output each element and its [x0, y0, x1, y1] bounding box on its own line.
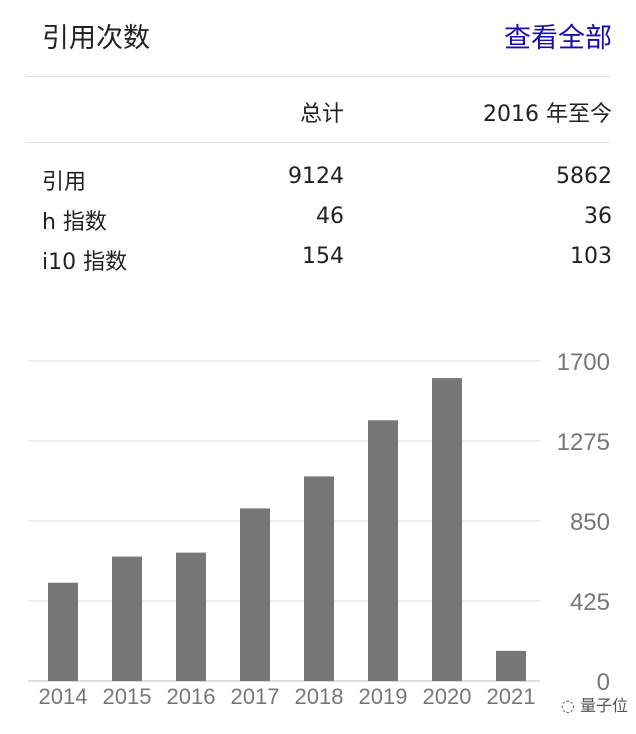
watermark-logo: ◌ 量子位 [560, 696, 628, 715]
x-tick-label: 2019 [359, 684, 408, 709]
y-tick-label: 1700 [557, 349, 610, 376]
y-tick-label: 1275 [557, 429, 610, 456]
row-since-2016[interactable]: 36 [584, 204, 612, 229]
citations-bar-chart: 0 425 850 1275 1700 2014 2015 2016 2017 2018 2019 2… [28, 349, 610, 709]
bar-2021[interactable] [496, 650, 526, 681]
x-tick-label: 2016 [167, 684, 216, 709]
row-since-2016[interactable]: 5862 [556, 164, 612, 189]
bar-2017[interactable] [240, 508, 270, 681]
bar-2018[interactable] [304, 476, 334, 681]
y-tick-label: 850 [570, 509, 610, 536]
row-total[interactable]: 154 [302, 244, 344, 269]
row-total[interactable]: 9124 [288, 164, 344, 189]
x-tick-label: 2018 [295, 684, 344, 709]
bar-2016[interactable] [176, 552, 206, 681]
view-all-link[interactable]: 查看全部 [504, 23, 612, 54]
row-label: i10 指数 [42, 250, 128, 275]
x-tick-label: 2021 [487, 684, 536, 709]
divider [26, 142, 610, 143]
row-label: 引用 [42, 170, 87, 195]
column-header-total: 总计 [299, 102, 344, 127]
bar-2014[interactable] [48, 582, 78, 681]
column-header-since-2016: 2016 年至今 [483, 102, 612, 127]
bar-2019[interactable] [368, 420, 398, 681]
row-label: h 指数 [42, 210, 107, 235]
bar-2015[interactable] [112, 556, 142, 681]
y-tick-label: 425 [570, 589, 610, 616]
x-tick-label: 2015 [103, 684, 152, 709]
page-title: 引用次数 [42, 23, 150, 54]
x-tick-label: 2014 [39, 684, 88, 709]
x-tick-label: 2020 [423, 684, 472, 709]
x-tick-label: 2017 [231, 684, 280, 709]
divider [26, 76, 610, 77]
bar-2020[interactable] [432, 378, 462, 681]
row-total[interactable]: 46 [316, 204, 344, 229]
y-tick-label: 0 [597, 669, 610, 696]
wechat-icon: ◌ [560, 696, 575, 715]
row-since-2016[interactable]: 103 [570, 244, 612, 269]
